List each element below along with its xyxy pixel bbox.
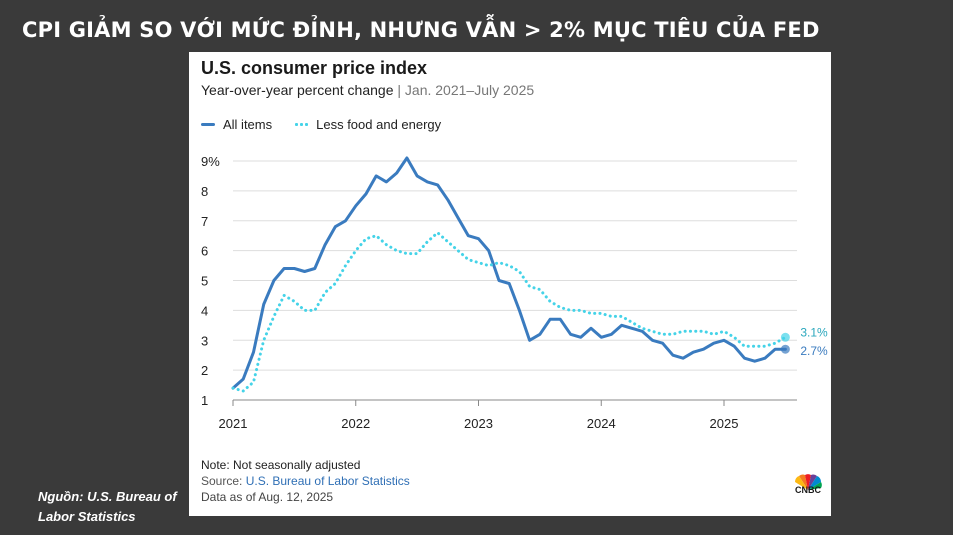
grid-lines xyxy=(233,160,797,401)
y-tick-label: 4 xyxy=(201,303,208,318)
source-prefix: Source: xyxy=(201,474,246,488)
subtitle-text: Year-over-year percent change xyxy=(201,82,394,98)
x-tick-label: 2022 xyxy=(341,416,370,431)
chart-plot: 1 2 3 4 5 6 7 8 9% 2021 2022 2023 2024 2025 2.7% 3.1% xyxy=(201,154,828,431)
slide-title: CPI GIẢM SO VỚI MỨC ĐỈNH, NHƯNG VẪN > 2%… xyxy=(22,18,820,42)
legend: All items Less food and energy xyxy=(201,117,463,132)
end-point-all-items xyxy=(780,344,790,354)
y-tick-label: 8 xyxy=(201,184,208,199)
end-point-core xyxy=(780,332,790,342)
end-label-all-items: 2.7% xyxy=(800,344,828,358)
y-tick-label: 7 xyxy=(201,214,208,229)
legend-label: All items xyxy=(223,117,273,132)
x-tick-label: 2025 xyxy=(710,416,739,431)
subtitle-separator: | xyxy=(397,82,402,98)
end-labels: 2.7% 3.1% xyxy=(800,325,828,358)
y-tick-labels: 1 2 3 4 5 6 7 8 9% xyxy=(201,154,220,408)
cnbc-logo-text: CNBC xyxy=(795,485,821,495)
y-tick-label: 2 xyxy=(201,363,208,378)
chart-title: U.S. consumer price index xyxy=(201,58,428,78)
footnote: Note: Not seasonally adjusted xyxy=(201,458,361,472)
series-line-all-items xyxy=(231,156,787,390)
data-date: Data as of Aug. 12, 2025 xyxy=(201,490,334,504)
source-line: Source: U.S. Bureau of Labor Statistics xyxy=(201,473,410,489)
cnbc-peacock-icon xyxy=(794,474,822,490)
legend-item-all-items: All items xyxy=(201,117,272,132)
source-link[interactable]: U.S. Bureau of Labor Statistics xyxy=(245,474,410,488)
x-tick-labels: 2021 2022 2023 2024 2025 xyxy=(219,400,739,431)
footer: Note: Not seasonally adjusted Source: U.… xyxy=(201,457,410,505)
legend-swatch-solid xyxy=(201,123,215,126)
legend-label: Less food and energy xyxy=(316,117,442,132)
subtitle-range: Jan. 2021–July 2025 xyxy=(404,82,535,98)
x-tick-label: 2023 xyxy=(464,416,493,431)
x-tick-label: 2024 xyxy=(587,416,616,431)
chart-card: U.S. consumer price index Year-over-year… xyxy=(189,52,831,516)
y-tick-label: 1 xyxy=(201,393,208,408)
y-tick-label: 3 xyxy=(201,333,208,348)
series-lines xyxy=(231,156,790,393)
y-tick-label: 5 xyxy=(201,274,208,289)
x-tick-label: 2021 xyxy=(219,416,248,431)
legend-swatch-dotted xyxy=(294,123,309,126)
y-tick-label: 9% xyxy=(201,154,220,169)
end-label-core: 3.1% xyxy=(800,325,828,339)
source-note: Nguồn: U.S. Bureau of Labor Statistics xyxy=(38,489,177,524)
y-tick-label: 6 xyxy=(201,244,208,259)
series-line-core xyxy=(231,231,787,393)
chart-subtitle: Year-over-year percent change | Jan. 202… xyxy=(201,82,534,98)
legend-item-core: Less food and energy xyxy=(294,117,441,132)
